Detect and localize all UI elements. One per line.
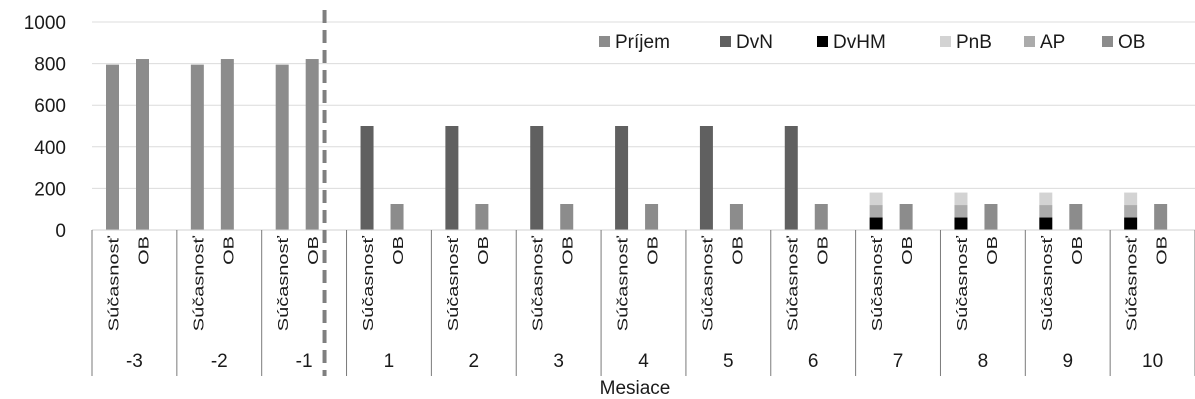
bar-segment-DvN	[445, 126, 459, 230]
x-subcategory-label: Súčasnosť	[445, 235, 462, 331]
bar-segment-OB	[136, 59, 149, 230]
bar-segment-PnB	[1124, 192, 1138, 206]
bar-segment-OB	[1069, 204, 1083, 230]
x-subcategory-label: Súčasnosť	[530, 235, 547, 331]
x-subcategory-label: OB	[1069, 236, 1086, 265]
bar-segment-OB	[729, 204, 743, 230]
bar-segment-OB	[645, 204, 659, 230]
legend-swatch-OB	[1102, 36, 1113, 47]
x-subcategory-label: OB	[475, 236, 492, 265]
bar-segment-DvHM	[1124, 217, 1138, 230]
legend-swatch-DvHM	[817, 36, 828, 47]
x-group-label: 6	[808, 351, 819, 372]
legend-label: OB	[1118, 32, 1145, 53]
bar-segment-OB	[220, 59, 234, 230]
bar-segment-DvHM	[869, 217, 883, 230]
x-subcategory-label: Súčasnosť	[190, 235, 207, 331]
bar-segment-DvN	[784, 126, 798, 230]
x-subcategory-label: Súčasnosť	[614, 235, 631, 331]
bars	[106, 59, 1168, 230]
bar-segment-Príjem	[190, 64, 204, 230]
y-tick-label: 600	[34, 96, 66, 117]
bar-segment-OB	[984, 204, 998, 230]
y-tick-label: 0	[55, 221, 66, 242]
y-axis: 0 200 400 600 800 1000	[24, 13, 66, 242]
x-subcategory-label: Súčasnosť	[954, 235, 971, 331]
bar-segment-AP	[954, 205, 968, 218]
bar-segment-PnB	[954, 192, 968, 206]
x-group-label: 9	[1062, 351, 1073, 372]
x-subcategory-label: Súčasnosť	[105, 235, 122, 331]
x-subcategory-label: OB	[390, 236, 407, 265]
bar-segment-DvN	[530, 126, 544, 230]
bar-segment-DvHM	[1039, 217, 1053, 230]
bar-segment-OB	[899, 204, 913, 230]
bar-segment-OB	[390, 204, 404, 230]
x-subcategory-label: OB	[560, 236, 577, 265]
legend-swatch-Príjem	[599, 36, 610, 47]
x-group-label: 8	[978, 351, 989, 372]
y-tick-label: 200	[34, 179, 66, 200]
x-group-label: 5	[723, 351, 734, 372]
bar-segment-OB	[475, 204, 489, 230]
x-group-label: 10	[1142, 351, 1163, 372]
y-tick-label: 800	[34, 55, 66, 76]
x-subcategory-label: Súčasnosť	[1039, 235, 1056, 331]
legend-swatch-AP	[1024, 36, 1035, 47]
x-subcategory-label: Súčasnosť	[275, 235, 292, 331]
x-group-label: 3	[553, 351, 564, 372]
x-subcategory-label: OB	[135, 236, 152, 265]
x-subcategory-label: OB	[814, 236, 831, 265]
legend-label: DvHM	[833, 32, 886, 53]
x-subcategory-label: Súčasnosť	[1123, 235, 1140, 331]
bar-segment-DvN	[360, 126, 374, 230]
x-subcategory-label: Súčasnosť	[360, 235, 377, 331]
bar-segment-AP	[1124, 205, 1138, 218]
x-subcategory-label: Súčasnosť	[699, 235, 716, 331]
legend-label: PnB	[956, 32, 992, 53]
bar-segment-Príjem	[106, 64, 119, 230]
bar-segment-AP	[869, 205, 883, 218]
bar-segment-DvN	[615, 126, 629, 230]
bar-segment-DvHM	[954, 217, 968, 230]
x-subcategory-label: OB	[1153, 236, 1170, 265]
x-group-label: 1	[384, 351, 395, 372]
legend-swatch-DvN	[720, 36, 731, 47]
bar-segment-OB	[1154, 204, 1168, 230]
x-group-label: 7	[893, 351, 904, 372]
x-group-label: 2	[469, 351, 480, 372]
bar-segment-Príjem	[275, 64, 289, 230]
x-subcategory-label: OB	[984, 236, 1001, 265]
x-group-label: -1	[296, 351, 313, 372]
x-subcategory-label: OB	[220, 236, 237, 265]
x-subcategory-label: OB	[729, 236, 746, 265]
x-axis-title: Mesiace	[600, 378, 671, 399]
legend-label: AP	[1040, 32, 1065, 53]
legend-swatch-PnB	[940, 36, 951, 47]
bar-segment-OB	[814, 204, 828, 230]
x-subcategory-label: Súčasnosť	[869, 235, 886, 331]
y-tick-label: 400	[34, 138, 66, 159]
bar-segment-PnB	[1039, 192, 1053, 206]
legend-label: DvN	[736, 32, 773, 53]
bar-segment-OB	[560, 204, 574, 230]
x-subcategory-label: OB	[899, 236, 916, 265]
legend-label: Príjem	[615, 32, 670, 53]
bar-segment-DvN	[699, 126, 713, 230]
bar-segment-AP	[1039, 205, 1053, 218]
bar-segment-OB	[305, 59, 319, 230]
x-group-label: -2	[211, 351, 228, 372]
x-subcategory-label: Súčasnosť	[784, 235, 801, 331]
x-group-label: 4	[638, 351, 649, 372]
legend: Príjem DvN DvHM PnB AP OB	[599, 32, 1145, 53]
x-subcategory-label: OB	[644, 236, 661, 265]
bar-segment-PnB	[869, 192, 883, 206]
y-tick-label: 1000	[24, 13, 66, 34]
x-group-label: -3	[126, 351, 143, 372]
x-subcategory-label: OB	[305, 236, 322, 265]
